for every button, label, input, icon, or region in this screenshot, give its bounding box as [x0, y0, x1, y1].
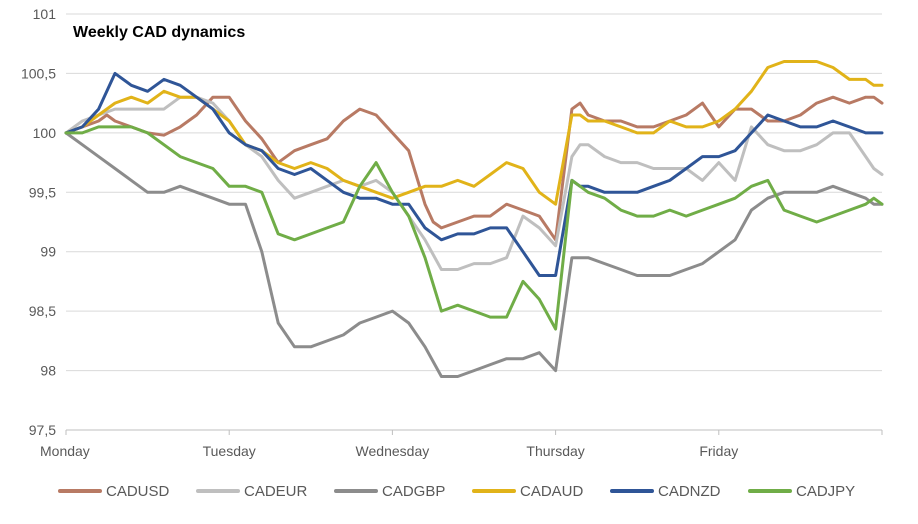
x-tick-label: Friday	[699, 443, 738, 459]
x-tick-label: Wednesday	[356, 443, 430, 459]
grid-lines	[66, 13, 882, 431]
series-line-cadusd	[64, 95, 884, 242]
y-tick-label: 100,5	[21, 65, 56, 81]
series-line-cadeur	[64, 95, 884, 271]
axes: 97,5 98 98,5 99 99,5 100 100,5 101 Monday Tuesday…	[21, 6, 883, 459]
series-line-cadnzd	[64, 71, 884, 277]
y-tick-label: 99	[40, 244, 56, 260]
legend-label-cadusd: CADUSD	[106, 483, 170, 500]
series-line-cadgbp	[64, 131, 884, 378]
legend-label-cadnzd: CADNZD	[658, 483, 721, 500]
legend-label-cadgbp: CADGBP	[382, 483, 445, 500]
chart-title: Weekly CAD dynamics	[73, 24, 245, 41]
legend-label-cadeur: CADEUR	[244, 483, 308, 500]
x-tick-label: Thursday	[526, 443, 584, 459]
y-tick-label: 98,5	[29, 303, 56, 319]
y-tick-label: 100	[33, 125, 57, 141]
y-tick-label: 99,5	[29, 184, 56, 200]
y-tick-label: 97,5	[29, 422, 56, 438]
legend-label-cadaud: CADAUD	[520, 483, 584, 500]
y-tick-label: 101	[33, 6, 57, 22]
series-line-cadjpy	[64, 125, 884, 331]
y-tick-label: 98	[40, 363, 56, 379]
x-tick-label: Tuesday	[203, 443, 256, 459]
x-tick-label: Monday	[40, 443, 90, 459]
legend: CADUSD CADEUR CADGBP CADAUD CADNZD CADJPY	[58, 483, 855, 500]
series-lines	[64, 60, 884, 378]
legend-label-cadjpy: CADJPY	[796, 483, 855, 500]
